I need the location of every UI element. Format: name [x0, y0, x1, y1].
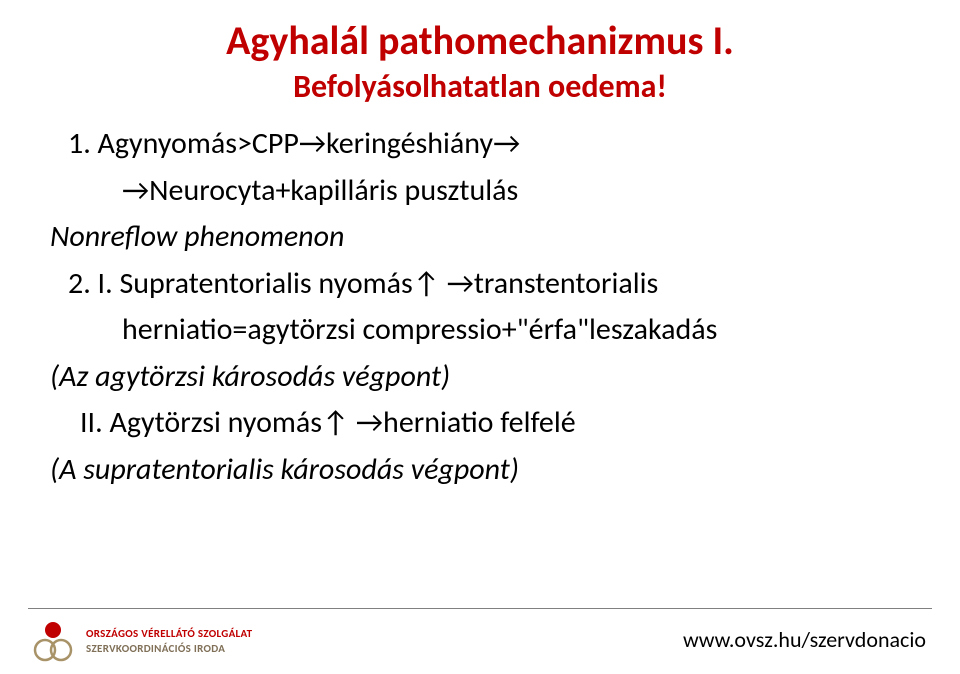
footer-divider [28, 608, 932, 609]
body-line-5: herniatio=agytörzsi compressio+"érfa"les… [50, 310, 916, 351]
body-line-7: II. Agytörzsi nyomás↑ →herniatio felfelé [50, 403, 916, 444]
body-line-4: 2. I. Supratentorialis nyomás↑ →transten… [50, 264, 916, 305]
footer-org-sub: SZERVKOORDINÁCIÓS IRODA [86, 643, 252, 655]
organization-logo-icon [28, 616, 78, 666]
footer-org-name: ORSZÁGOS VÉRELLÁTÓ SZOLGÁLAT [86, 628, 252, 640]
slide-subtitle: Befolyásolhatatlan oedema! [44, 68, 916, 106]
body-line-8: (A supratentorialis károsodás végpont) [50, 450, 916, 491]
body-line-6: (Az agytörzsi károsodás végpont) [50, 357, 916, 398]
footer-url: www.ovsz.hu/szervdonacio [683, 626, 926, 653]
body-line-2: →Neurocyta+kapilláris pusztulás [50, 171, 916, 212]
footer-logo-text: ORSZÁGOS VÉRELLÁTÓ SZOLGÁLAT SZERVKOORDI… [86, 628, 252, 654]
body-line-1: 1. Agynyomás>CPP→keringéshiány→ [50, 124, 916, 165]
slide: Agyhalál pathomechanizmus I. Befolyásolh… [0, 0, 960, 674]
footer-logo: ORSZÁGOS VÉRELLÁTÓ SZOLGÁLAT SZERVKOORDI… [28, 616, 252, 666]
slide-footer: ORSZÁGOS VÉRELLÁTÓ SZOLGÁLAT SZERVKOORDI… [0, 608, 960, 674]
slide-title: Agyhalál pathomechanizmus I. [44, 18, 916, 64]
body-line-3: Nonreflow phenomenon [50, 217, 916, 258]
slide-body: 1. Agynyomás>CPP→keringéshiány→ →Neurocy… [44, 124, 916, 490]
